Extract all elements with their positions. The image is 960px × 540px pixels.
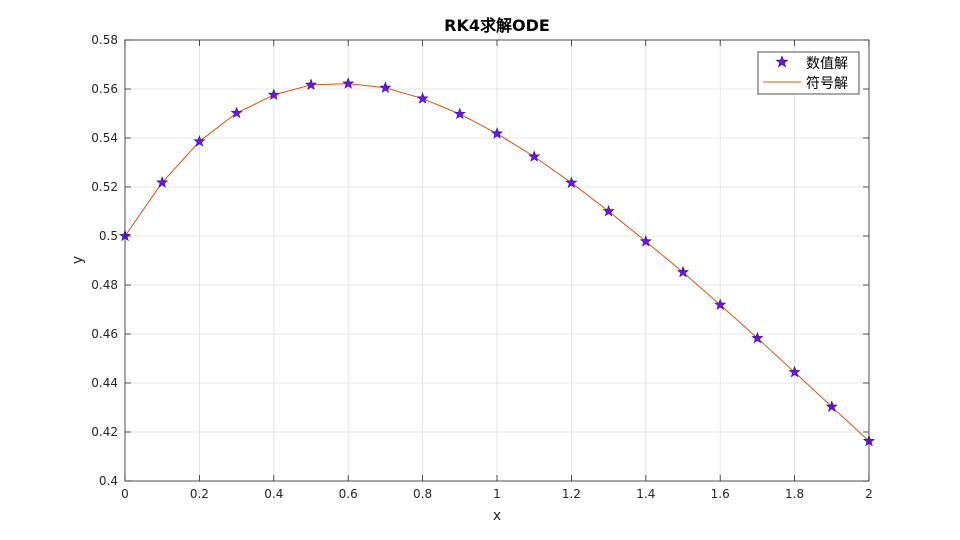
x-tick-label: 1: [493, 487, 501, 501]
y-tick-label: 0.5: [99, 229, 118, 243]
data-point-marker: [156, 176, 169, 188]
x-tick-label: 1.2: [562, 487, 581, 501]
x-tick-label: 2: [865, 487, 873, 501]
y-tick-label: 0.52: [91, 180, 118, 194]
y-axis-label: y: [70, 256, 86, 264]
data-point-marker: [602, 204, 615, 217]
data-point-marker: [676, 265, 690, 278]
legend-star-icon: [775, 55, 789, 68]
x-tick-label: 1.6: [711, 487, 730, 501]
y-tick-label: 0.46: [91, 327, 118, 341]
y-tick-label: 0.44: [91, 376, 118, 390]
x-tick-label: 1.8: [785, 487, 804, 501]
data-point-marker: [416, 92, 429, 104]
data-point-marker: [639, 235, 652, 247]
data-point-marker: [751, 331, 764, 344]
data-point-marker: [379, 81, 392, 93]
axes: 0 0.2 0.4 0.6 0.8 1 1.2 1.4 1.6 1.8 2 0.4 0.42 0.44 0.…: [91, 33, 873, 501]
legend-label-numerical: 数值解: [806, 56, 848, 72]
y-tick-label: 0.54: [91, 131, 118, 145]
y-tick-label: 0.56: [91, 82, 118, 96]
x-tick-label: 1.4: [636, 487, 655, 501]
data-point-marker: [490, 127, 504, 139]
data-point-marker: [565, 176, 578, 188]
legend-label-symbolic: 符号解: [806, 76, 848, 92]
x-tick-label: 0.4: [264, 487, 283, 501]
data-point-marker: [230, 106, 243, 119]
data-point-marker: [825, 400, 838, 412]
legend: 数值解 符号解: [757, 51, 860, 95]
data-point-marker: [788, 365, 801, 378]
x-tick-label: 0: [121, 487, 129, 501]
data-point-marker: [304, 78, 318, 90]
data-point-marker: [453, 107, 466, 120]
x-axis-label: x: [493, 508, 501, 524]
y-tick-label: 0.58: [91, 33, 118, 47]
data-point-marker: [193, 135, 206, 147]
data-point-marker: [267, 88, 280, 101]
data-point-marker: [342, 77, 355, 89]
y-tick-label: 0.4: [99, 474, 118, 488]
legend-box: [757, 51, 860, 95]
data-point-marker: [528, 150, 541, 162]
legend-marker-sample: [775, 55, 789, 68]
x-tick-label: 0.8: [413, 487, 432, 501]
y-tick-label: 0.42: [91, 425, 118, 439]
y-tick-label: 0.48: [91, 278, 118, 292]
x-tick-label: 0.6: [339, 487, 358, 501]
data-point-marker: [714, 298, 727, 310]
chart-title: RK4求解ODE: [444, 16, 550, 35]
x-tick-label: 0.2: [190, 487, 209, 501]
